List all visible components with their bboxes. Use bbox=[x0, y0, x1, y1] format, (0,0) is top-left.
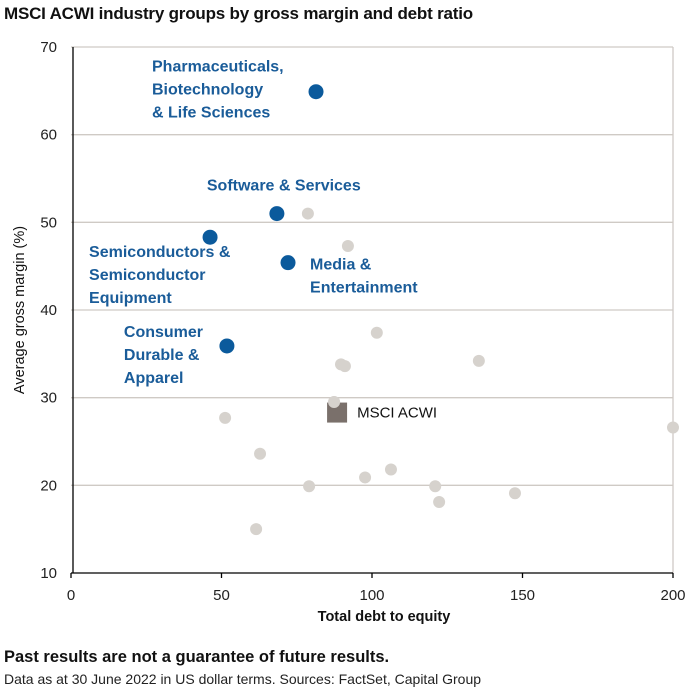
y-tick-label: 50 bbox=[40, 214, 57, 231]
highlight-label: Pharmaceuticals, Biotechnology & Life Scie… bbox=[152, 59, 284, 122]
y-tick-label: 60 bbox=[40, 127, 57, 144]
source-note: Data as at 30 June 2022 in US dollar ter… bbox=[4, 671, 482, 687]
data-point-other bbox=[433, 495, 446, 508]
highlight-label-line: Software & Services bbox=[207, 178, 361, 195]
benchmark-group: MSCI ACWI bbox=[327, 396, 437, 423]
axes bbox=[70, 47, 674, 578]
x-tick-label: 150 bbox=[510, 587, 535, 604]
gridlines bbox=[71, 46, 674, 573]
data-point-highlighted bbox=[280, 255, 296, 271]
data-point-other bbox=[303, 480, 316, 493]
data-point-other bbox=[250, 523, 263, 536]
highlight-label: Software & Services bbox=[207, 178, 361, 195]
data-point-other bbox=[472, 354, 485, 367]
data-point-other bbox=[370, 326, 383, 339]
data-point-other bbox=[384, 463, 397, 476]
highlight-label-line: Entertainment bbox=[310, 280, 418, 297]
data-point-other bbox=[219, 411, 232, 424]
x-tick-label: 200 bbox=[660, 587, 685, 604]
data-point-other bbox=[254, 447, 267, 460]
chart-title: MSCI ACWI industry groups by gross margi… bbox=[4, 4, 473, 23]
x-axis-title: Total debt to equity bbox=[318, 609, 451, 625]
highlight-label-line: Semiconductor bbox=[89, 267, 205, 284]
data-point-highlighted bbox=[202, 229, 218, 245]
data-point-other bbox=[359, 471, 372, 484]
data-point-highlighted bbox=[219, 338, 235, 354]
disclaimer: Past results are not a guarantee of futu… bbox=[4, 648, 390, 666]
highlight-label: Semiconductors & Semiconductor Equipment bbox=[89, 244, 231, 307]
data-point-highlighted bbox=[308, 84, 324, 100]
tick-labels: 0 50 100 150 200 10 20 30 40 50 60 70 bbox=[40, 39, 685, 604]
benchmark-label: MSCI ACWI bbox=[357, 405, 437, 422]
highlight-label-line: Pharmaceuticals, bbox=[152, 59, 284, 76]
y-tick-label: 10 bbox=[40, 565, 57, 582]
y-tick-label: 70 bbox=[40, 39, 57, 56]
y-axis-title: Average gross margin (%) bbox=[12, 226, 28, 394]
highlight-label: Media & Entertainment bbox=[310, 257, 418, 297]
y-tick-label: 30 bbox=[40, 390, 57, 407]
highlight-label-line: Equipment bbox=[89, 290, 172, 307]
data-point-other bbox=[341, 240, 354, 253]
x-tick-label: 50 bbox=[213, 587, 230, 604]
y-tick-label: 20 bbox=[40, 477, 57, 494]
highlight-label: Consumer Durable & Apparel bbox=[124, 324, 203, 387]
highlight-label-line: Semiconductors & bbox=[89, 244, 231, 261]
highlight-label-line: Consumer bbox=[124, 324, 203, 341]
data-point-other bbox=[429, 480, 442, 493]
data-point-other-overlap bbox=[328, 396, 341, 409]
data-point-other bbox=[301, 207, 314, 220]
highlight-label-line: Durable & bbox=[124, 347, 200, 364]
x-tick-label: 0 bbox=[67, 587, 75, 604]
y-tick-label: 40 bbox=[40, 302, 57, 319]
data-point-highlighted bbox=[269, 206, 285, 222]
highlighted-industry-points: Pharmaceuticals, Biotechnology & Life Scie… bbox=[89, 59, 418, 387]
other-industry-points bbox=[219, 207, 679, 536]
highlight-label-line: & Life Sciences bbox=[152, 105, 270, 122]
data-point-other bbox=[667, 421, 679, 434]
highlight-label-line: Apparel bbox=[124, 370, 184, 387]
highlight-label-line: Media & bbox=[310, 257, 372, 274]
data-point-other bbox=[338, 360, 351, 373]
data-point-other bbox=[508, 487, 521, 500]
highlight-label-line: Biotechnology bbox=[152, 82, 263, 99]
x-tick-label: 100 bbox=[359, 587, 384, 604]
